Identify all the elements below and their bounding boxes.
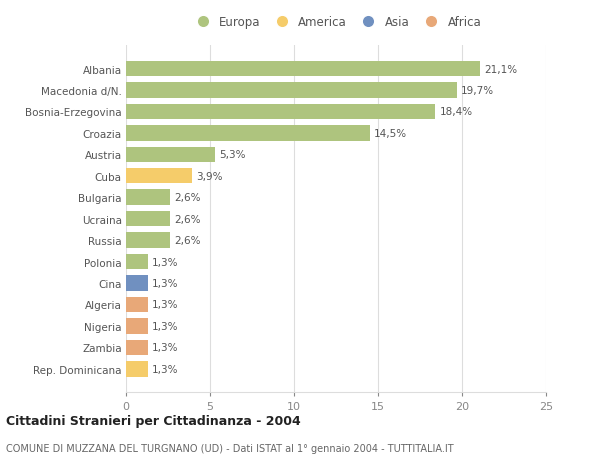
- Bar: [126, 147, 215, 162]
- Text: 1,3%: 1,3%: [152, 257, 179, 267]
- Text: 1,3%: 1,3%: [152, 300, 179, 310]
- Text: 1,3%: 1,3%: [152, 342, 179, 353]
- Text: Cittadini Stranieri per Cittadinanza - 2004: Cittadini Stranieri per Cittadinanza - 2…: [6, 414, 301, 428]
- Bar: [126, 212, 170, 227]
- Bar: [126, 105, 435, 120]
- Legend: Europa, America, Asia, Africa: Europa, America, Asia, Africa: [188, 14, 484, 31]
- Bar: [126, 168, 191, 184]
- Bar: [126, 340, 148, 355]
- Text: COMUNE DI MUZZANA DEL TURGNANO (UD) - Dati ISTAT al 1° gennaio 2004 - TUTTITALIA: COMUNE DI MUZZANA DEL TURGNANO (UD) - Da…: [6, 443, 454, 453]
- Text: 14,5%: 14,5%: [374, 129, 407, 139]
- Bar: [126, 233, 170, 248]
- Text: 19,7%: 19,7%: [461, 86, 494, 96]
- Text: 5,3%: 5,3%: [219, 150, 246, 160]
- Text: 1,3%: 1,3%: [152, 279, 179, 288]
- Text: 2,6%: 2,6%: [174, 193, 200, 203]
- Text: 2,6%: 2,6%: [174, 235, 200, 246]
- Text: 18,4%: 18,4%: [439, 107, 472, 117]
- Bar: [126, 83, 457, 99]
- Bar: [126, 254, 148, 270]
- Text: 3,9%: 3,9%: [196, 171, 222, 181]
- Bar: [126, 276, 148, 291]
- Text: 1,3%: 1,3%: [152, 321, 179, 331]
- Bar: [126, 319, 148, 334]
- Bar: [126, 361, 148, 377]
- Bar: [126, 126, 370, 141]
- Bar: [126, 297, 148, 313]
- Text: 2,6%: 2,6%: [174, 214, 200, 224]
- Text: 1,3%: 1,3%: [152, 364, 179, 374]
- Bar: [126, 62, 481, 77]
- Text: 21,1%: 21,1%: [485, 64, 518, 74]
- Bar: [126, 190, 170, 206]
